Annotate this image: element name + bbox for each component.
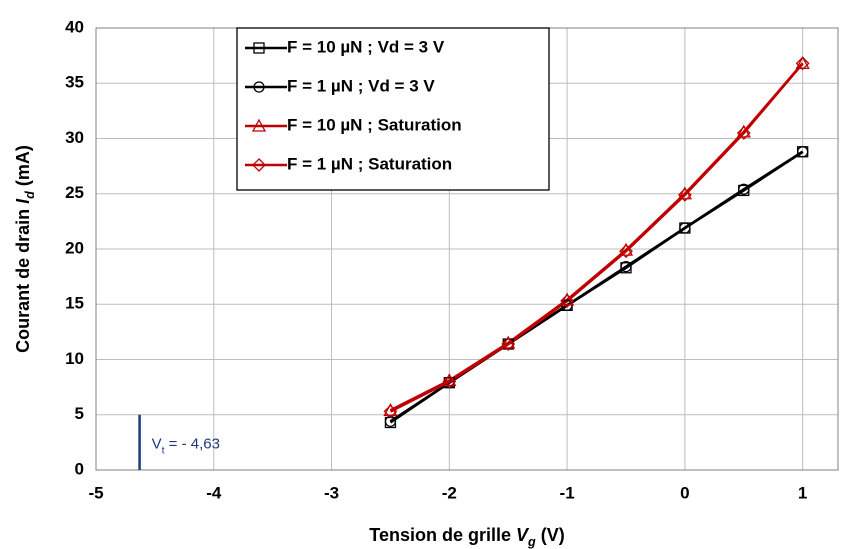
marker xyxy=(383,404,398,419)
marker xyxy=(619,244,633,259)
legend-label: F = 1 µN ; Vd = 3 V xyxy=(287,76,435,95)
x-axis-label: Tension de grille Vg (V) xyxy=(369,525,564,549)
y-tick-label: 40 xyxy=(65,17,84,36)
x-axis-label-part: (V) xyxy=(536,525,565,545)
annotation: Vt = - 4,63 xyxy=(152,436,220,457)
y-tick-label: 0 xyxy=(75,459,84,478)
legend-marker xyxy=(253,81,265,93)
marker xyxy=(795,56,810,71)
marker xyxy=(501,335,516,349)
legend-label: F = 10 µN ; Saturation xyxy=(287,115,462,134)
y-tick-label: 5 xyxy=(75,404,84,423)
marker xyxy=(677,186,692,200)
y-tick-label: 20 xyxy=(65,238,84,257)
x-tick-label: -2 xyxy=(442,483,457,502)
marker xyxy=(442,373,457,387)
marker xyxy=(560,292,575,306)
marker xyxy=(736,124,751,138)
marker xyxy=(442,374,457,389)
marker xyxy=(795,56,810,70)
legend-marker xyxy=(251,118,267,132)
marker xyxy=(384,415,397,428)
x-tick-label: -1 xyxy=(560,483,575,502)
y-axis-label-part: d xyxy=(23,191,37,199)
y-axis-label-part: Courant de drain xyxy=(13,204,33,353)
y-tick-label: 30 xyxy=(65,128,84,147)
y-axis-label-part: (mA) xyxy=(13,145,33,191)
marker xyxy=(679,222,691,234)
x-axis-label-part: Tension de grille xyxy=(369,525,516,545)
x-axis-label-part: g xyxy=(527,535,536,549)
legend-label: F = 10 µN ; Vd = 3 V xyxy=(287,37,445,56)
marker xyxy=(560,294,575,308)
annotation-part: t xyxy=(162,444,165,456)
marker xyxy=(618,242,634,256)
x-tick-label: -3 xyxy=(324,483,339,502)
x-tick-label: 1 xyxy=(798,483,807,502)
x-tick-label: -5 xyxy=(88,483,103,502)
y-axis-label: Courant de drain Id (mA) xyxy=(13,145,38,353)
y-tick-label: 15 xyxy=(65,294,84,313)
marker xyxy=(620,261,632,273)
marker xyxy=(736,126,751,140)
marker xyxy=(677,187,692,202)
marker xyxy=(797,146,809,158)
x-tick-label: 0 xyxy=(680,483,689,502)
marker xyxy=(502,338,514,350)
marker xyxy=(738,183,750,195)
marker xyxy=(383,402,398,416)
marker xyxy=(501,337,516,351)
legend-box xyxy=(236,27,550,191)
y-tick-label: 10 xyxy=(65,349,84,368)
annotation-part: V xyxy=(152,436,162,453)
y-tick-label: 35 xyxy=(65,73,84,92)
legend: F = 10 µN ; Vd = 3 V F = 1 µN ; Vd = 3 V F… xyxy=(236,27,550,191)
y-tick-label: 25 xyxy=(65,183,84,202)
legend-label: F = 1 µN ; Saturation xyxy=(287,154,452,173)
annotation-part: = - 4,63 xyxy=(165,436,220,453)
y-axis-label-part: I xyxy=(13,198,33,204)
legend-marker xyxy=(252,158,266,172)
legend-marker xyxy=(253,42,265,54)
x-tick-label: -4 xyxy=(206,483,222,502)
series-line xyxy=(389,62,804,413)
x-axis-label-part: V xyxy=(516,525,530,545)
